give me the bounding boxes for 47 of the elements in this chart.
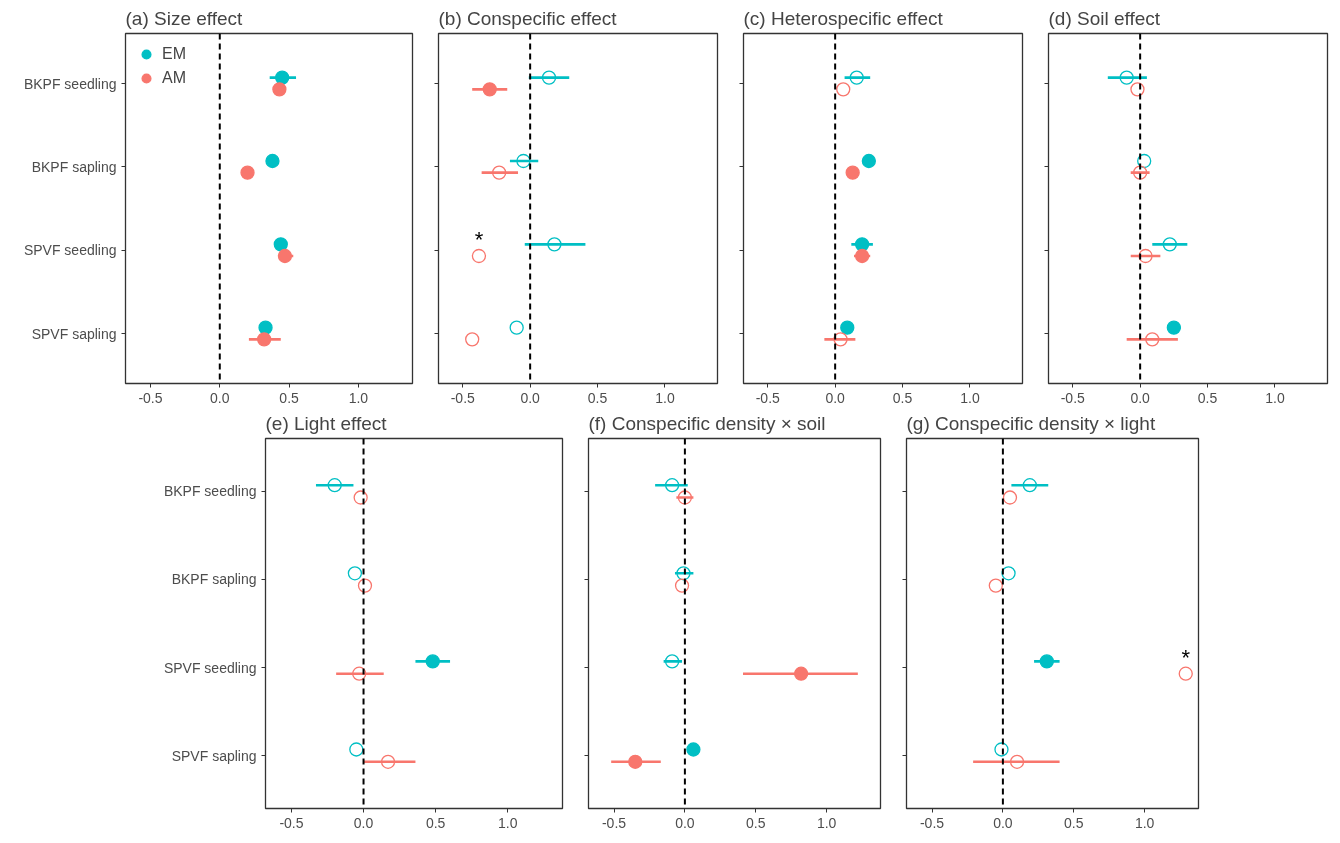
y-tick-label: SPVF sapling: [31, 325, 117, 342]
y-tick-label: SPVF seedling: [23, 242, 117, 259]
x-tick-label: 0.0: [675, 814, 695, 831]
chart-title: (b) Conspecific effect: [438, 7, 618, 29]
x-tick-label: 0.0: [825, 389, 846, 406]
x-tick-label: 0.5: [746, 814, 766, 831]
x-tick-label: 1.0: [348, 389, 369, 406]
x-tick-label: 0.5: [279, 389, 300, 406]
x-tick-label: 1.0: [816, 814, 837, 831]
annotation: *: [474, 227, 484, 253]
y-tick-label: BKPF sapling: [171, 571, 257, 588]
x-tick-label: 0.0: [520, 389, 541, 406]
x-tick-label: 0.0: [210, 389, 230, 406]
x-tick-label: 1.0: [1134, 814, 1155, 831]
x-tick-label: 1.0: [1265, 389, 1285, 406]
x-tick-label: -0.5: [1060, 389, 1086, 406]
x-tick-label: 1.0: [497, 814, 518, 831]
y-tick-label: SPVF sapling: [171, 747, 257, 764]
annotation: *: [1181, 644, 1191, 670]
x-tick-label: 0.5: [1197, 389, 1218, 406]
x-tick-label: 1.0: [655, 389, 675, 406]
x-tick-label: -0.5: [138, 389, 163, 406]
x-tick-label: 0.5: [1064, 814, 1084, 831]
x-tick-label: -0.5: [755, 389, 781, 406]
chart-title: (c) Heterospecific effect: [743, 7, 944, 29]
legend-label: AM: [162, 69, 186, 87]
x-tick-label: 0.5: [587, 389, 608, 406]
y-tick-label: BKPF sapling: [31, 158, 117, 175]
x-tick-label: 0.5: [425, 814, 446, 831]
chart-title: (e) Light effect: [265, 412, 388, 434]
chart-title: (d) Soil effect: [1048, 7, 1161, 29]
chart-title: (g) Conspecific density × light: [906, 412, 1156, 434]
x-tick-label: -0.5: [919, 814, 945, 831]
y-tick-label: BKPF seedling: [23, 75, 117, 92]
x-tick-label: -0.5: [279, 814, 304, 831]
y-tick-label: BKPF seedling: [163, 483, 257, 500]
x-tick-label: -0.5: [601, 814, 627, 831]
x-tick-label: 0.0: [353, 814, 374, 831]
y-tick-label: SPVF seedling: [163, 659, 257, 676]
chart-title: (f) Conspecific density × soil: [588, 412, 826, 434]
x-tick-label: 1.0: [960, 389, 980, 406]
x-tick-label: 0.0: [993, 814, 1013, 831]
x-tick-label: 0.0: [1130, 389, 1151, 406]
x-tick-label: 0.5: [892, 389, 913, 406]
chart-title: (a) Size effect: [125, 7, 244, 29]
legend-label: EM: [162, 45, 186, 63]
x-tick-label: -0.5: [450, 389, 476, 406]
